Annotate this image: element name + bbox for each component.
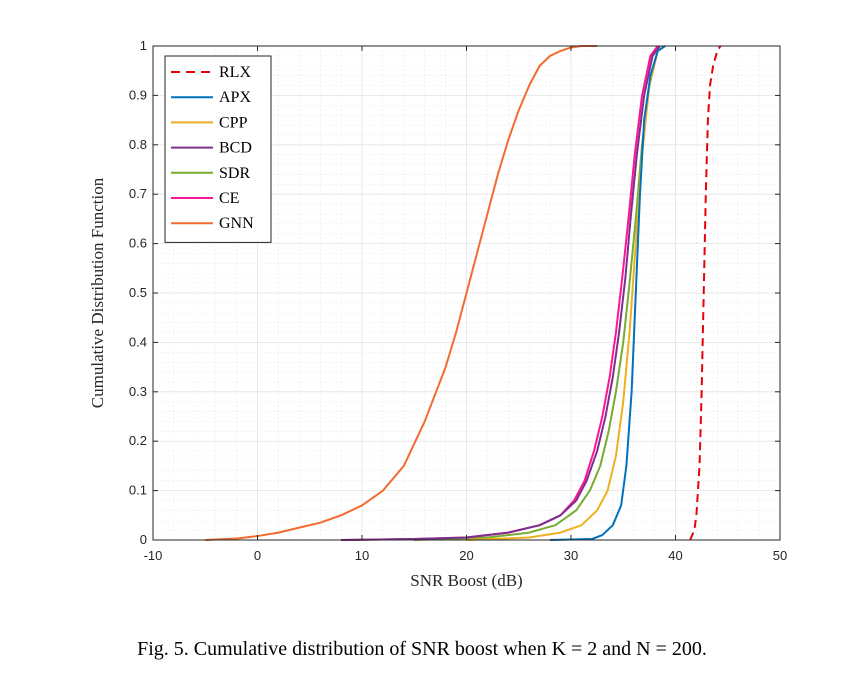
y-tick-label: 0.4 bbox=[129, 334, 147, 349]
series-line-gnn bbox=[205, 45, 598, 541]
y-tick-label: 0.9 bbox=[129, 87, 147, 102]
y-tick-label: 0.5 bbox=[129, 285, 147, 300]
x-tick-label: 10 bbox=[355, 548, 369, 563]
x-tick-label: 50 bbox=[773, 548, 787, 563]
x-tick-label: 30 bbox=[564, 548, 578, 563]
y-tick-label: 0.3 bbox=[129, 384, 147, 399]
legend-label-sdr: SDR bbox=[219, 165, 250, 182]
series-line-apx bbox=[550, 45, 666, 541]
x-axis-label: SNR Boost (dB) bbox=[410, 571, 522, 590]
legend-label-cpp: CPP bbox=[219, 114, 248, 131]
y-tick-labels: 0 0.1 0.2 0.3 0.4 0.5 0.6 0.7 0.8 0.9 1 bbox=[129, 38, 147, 547]
y-tick-label: 0.2 bbox=[129, 433, 147, 448]
legend-box bbox=[164, 55, 272, 243]
x-tick-label: 20 bbox=[459, 548, 473, 563]
legend-label-apx: APX bbox=[219, 89, 251, 106]
legend-label-bcd: BCD bbox=[219, 140, 252, 157]
x-tick-label: 0 bbox=[254, 548, 261, 563]
y-tick-label: 0 bbox=[140, 532, 147, 547]
legend-label-rlx: RLX bbox=[219, 64, 251, 81]
y-tick-label: 1 bbox=[140, 38, 147, 53]
tick-marks bbox=[152, 45, 781, 541]
legend-label-ce: CE bbox=[219, 190, 239, 207]
x-tick-label: 40 bbox=[668, 548, 682, 563]
y-tick-label: 0.8 bbox=[129, 137, 147, 152]
y-tick-label: 0.7 bbox=[129, 186, 147, 201]
figure-caption: Fig. 5. Cumulative distribution of SNR b… bbox=[137, 638, 707, 660]
legend: RLX APX CPP BCD SDR CE GNN bbox=[164, 55, 272, 243]
y-axis-label: Cumulative Distribution Function bbox=[88, 177, 107, 408]
legend-label-gnn: GNN bbox=[219, 215, 254, 232]
y-tick-label: 0.1 bbox=[129, 483, 147, 498]
y-tick-label: 0.6 bbox=[129, 236, 147, 251]
x-tick-label: -10 bbox=[144, 548, 163, 563]
series-line-bcd bbox=[341, 45, 661, 541]
cdf-chart: -10 0 10 20 30 40 50 00.10.20.30.40.50.60.70.8… bbox=[88, 38, 788, 590]
x-tick-labels: -10 0 10 20 30 40 50 bbox=[144, 548, 788, 563]
series-layer bbox=[205, 45, 722, 541]
